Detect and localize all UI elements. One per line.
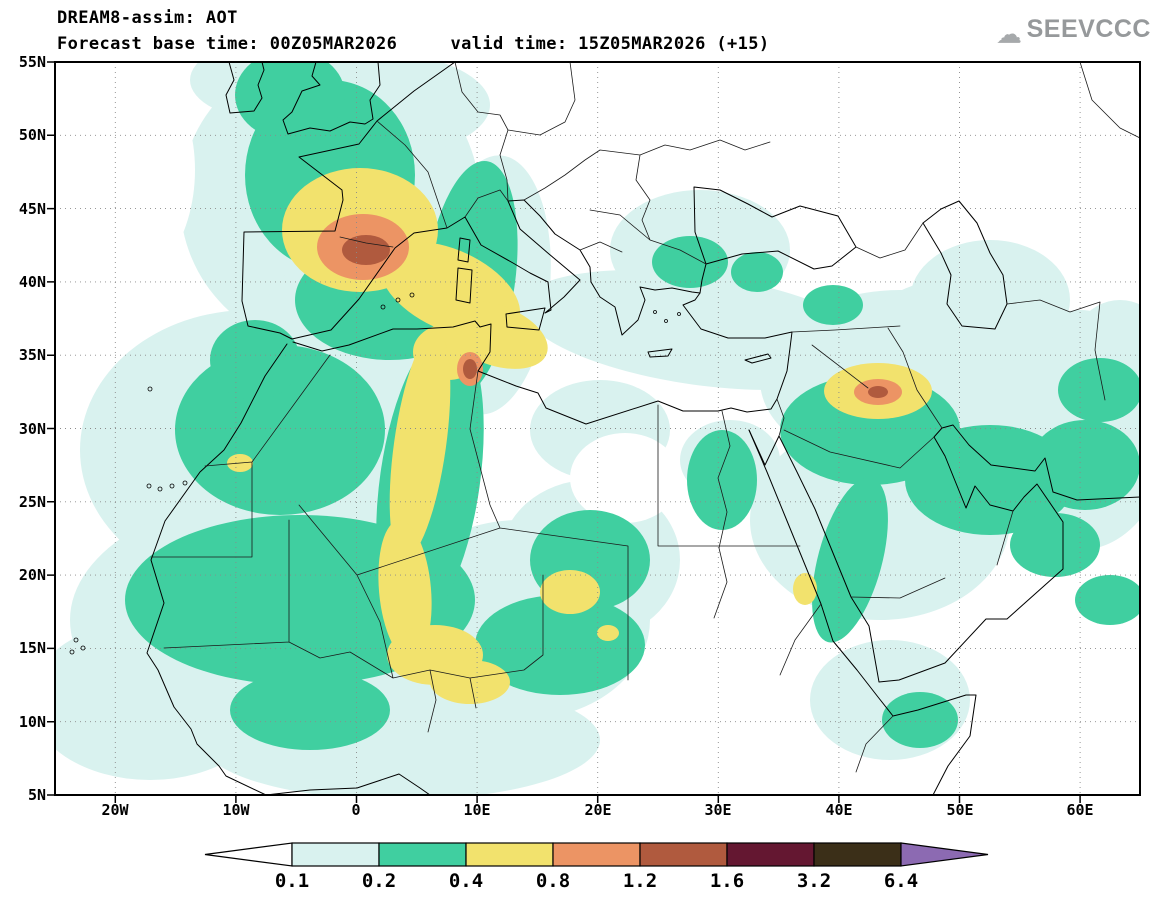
forecast-time-line: Forecast base time: 00Z05MAR2026 valid t… bbox=[57, 34, 770, 54]
island-dots bbox=[69, 292, 681, 655]
colorbar-label-1.6: 1.6 bbox=[709, 870, 745, 892]
colorbar-segment-0p1-0p2 bbox=[291, 842, 380, 867]
colorbar-segment-0p4-0p8 bbox=[465, 842, 554, 867]
y-tick-10N: 10N bbox=[18, 713, 46, 731]
country-borders bbox=[150, 62, 1140, 773]
y-tick-20N: 20N bbox=[18, 566, 46, 584]
colorbar-label-6.4: 6.4 bbox=[883, 870, 919, 892]
y-tick-55N: 55N bbox=[18, 53, 46, 71]
colorbar-arrow-right bbox=[900, 842, 989, 867]
colorbar-segment-0p2-0p4 bbox=[378, 842, 467, 867]
fill-below-0p1-white bbox=[55, 62, 680, 523]
colorbar-segment-0p8-1p2 bbox=[552, 842, 641, 867]
y-tick-5N: 5N bbox=[27, 786, 46, 804]
axis-ticks bbox=[47, 61, 1081, 803]
colorbar-label-0.4: 0.4 bbox=[448, 870, 484, 892]
page-title: DREAM8-assim: AOT bbox=[57, 8, 238, 28]
x-tick-30E: 30E bbox=[704, 801, 732, 819]
colorbar-label-0.1: 0.1 bbox=[274, 870, 310, 892]
cloud-icon: ☁ bbox=[996, 4, 1022, 53]
colorbar-label-1.2: 1.2 bbox=[622, 870, 658, 892]
coastlines bbox=[146, 62, 1140, 795]
colorbar-segment-1p2-1p6 bbox=[639, 842, 728, 867]
logo-text: SEEVCCC bbox=[1026, 14, 1151, 43]
x-tick-50E: 50E bbox=[946, 801, 974, 819]
fill-aot-1p2-1p6 bbox=[342, 235, 888, 398]
colorbar-label-0.8: 0.8 bbox=[535, 870, 571, 892]
logo: ☁ SEEVCCC bbox=[996, 4, 1151, 53]
colorbar-segment-3p2-6p4 bbox=[813, 842, 902, 867]
x-tick-60E: 60E bbox=[1066, 801, 1094, 819]
y-tick-25N: 25N bbox=[18, 493, 46, 511]
y-tick-35N: 35N bbox=[18, 346, 46, 364]
y-tick-50N: 50N bbox=[18, 126, 46, 144]
x-tick-40E: 40E bbox=[825, 801, 853, 819]
x-tick-10W: 10W bbox=[222, 801, 250, 819]
colorbar-label-3.2: 3.2 bbox=[796, 870, 832, 892]
colorbar bbox=[204, 842, 989, 867]
colorbar-arrow-left bbox=[204, 842, 293, 867]
x-tick-20W: 20W bbox=[101, 801, 129, 819]
y-tick-40N: 40N bbox=[18, 273, 46, 291]
x-tick-20E: 20E bbox=[584, 801, 612, 819]
y-tick-15N: 15N bbox=[18, 639, 46, 657]
y-tick-45N: 45N bbox=[18, 200, 46, 218]
x-tick-10E: 10E bbox=[463, 801, 491, 819]
y-tick-30N: 30N bbox=[18, 420, 46, 438]
colorbar-segment-1p6-3p2 bbox=[726, 842, 815, 867]
colorbar-label-0.2: 0.2 bbox=[361, 870, 397, 892]
contour-fill-layers bbox=[55, 62, 1140, 795]
x-tick-0: 0 bbox=[351, 801, 361, 819]
